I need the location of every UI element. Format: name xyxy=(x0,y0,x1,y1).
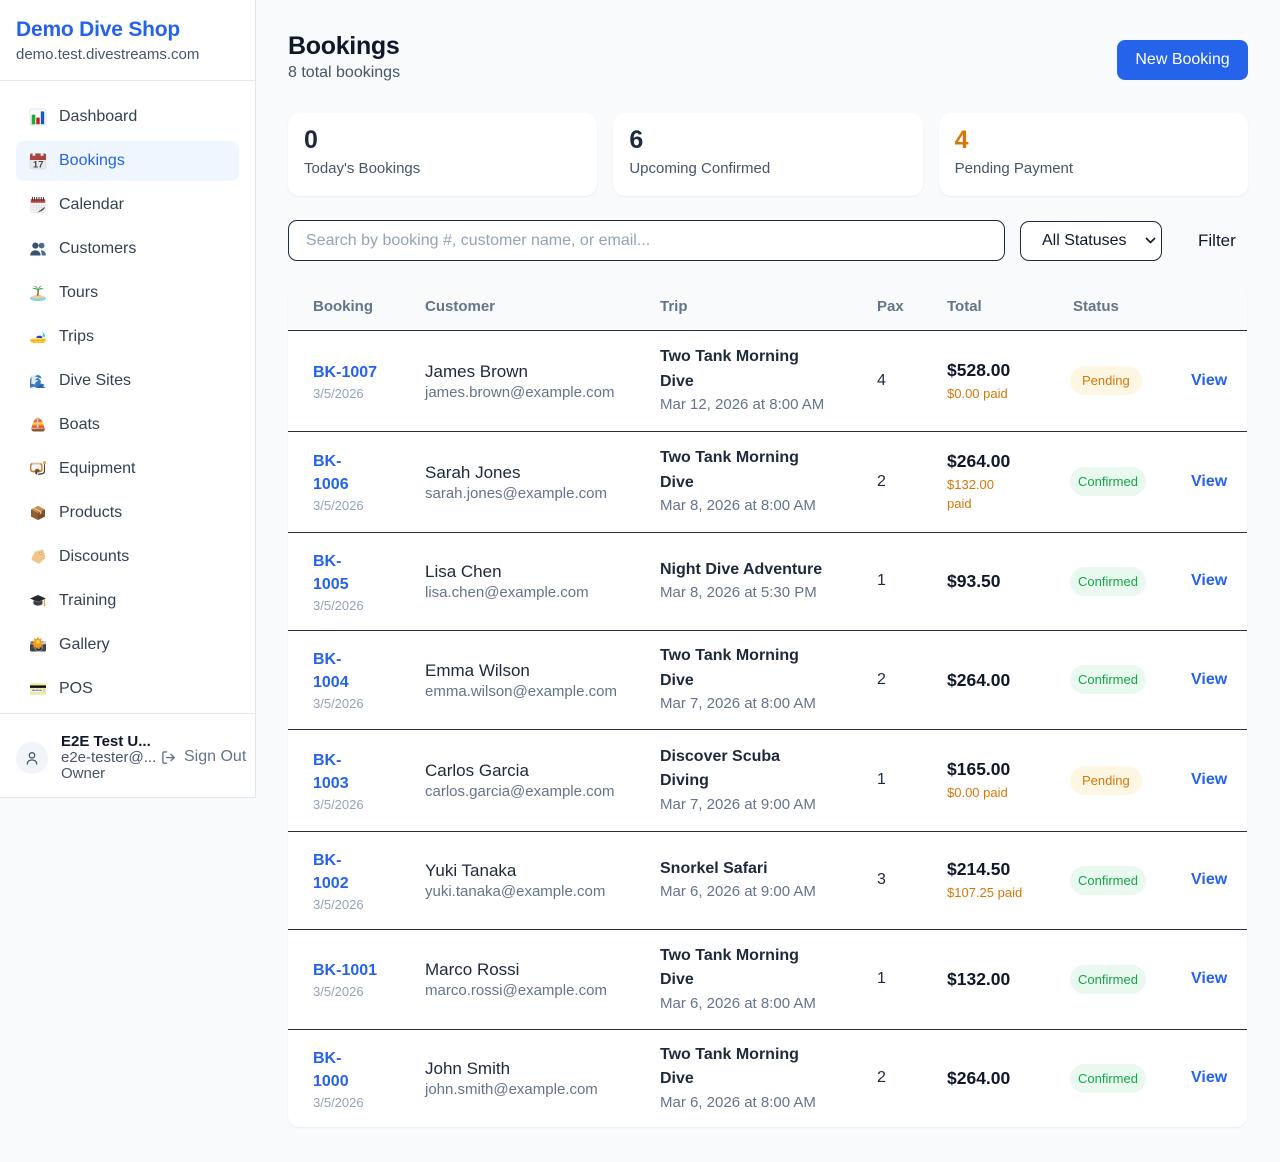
svg-text:17: 17 xyxy=(33,159,44,170)
